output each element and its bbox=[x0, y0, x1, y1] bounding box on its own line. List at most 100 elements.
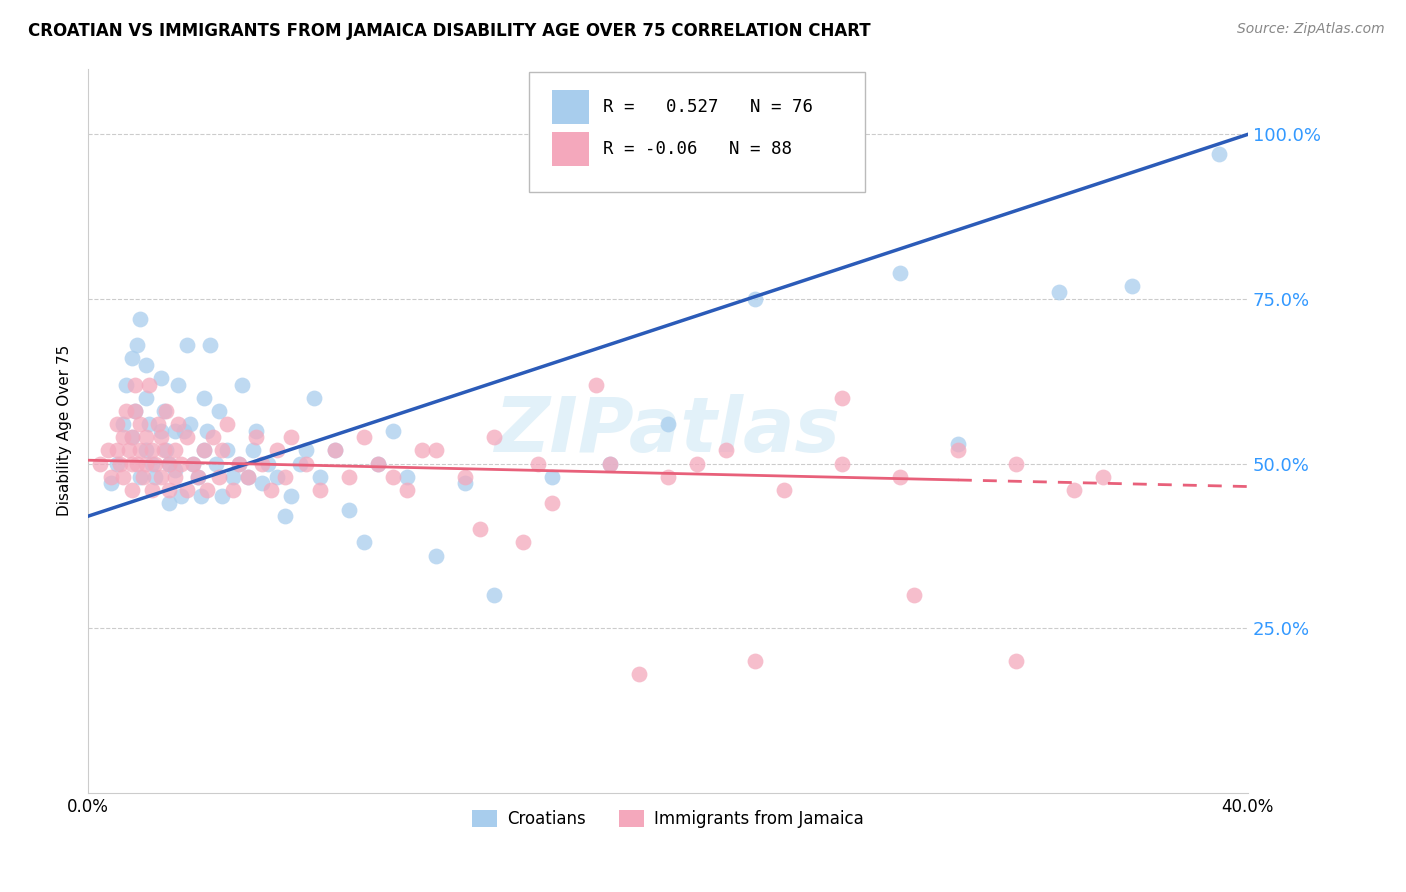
Point bbox=[129, 443, 152, 458]
Point bbox=[381, 424, 404, 438]
Point bbox=[138, 417, 160, 431]
Point bbox=[482, 588, 505, 602]
Point bbox=[138, 377, 160, 392]
Point bbox=[946, 443, 969, 458]
Text: R = -0.06   N = 88: R = -0.06 N = 88 bbox=[603, 140, 792, 158]
Point bbox=[222, 483, 245, 497]
Point bbox=[135, 457, 157, 471]
Point bbox=[831, 391, 853, 405]
Point bbox=[129, 469, 152, 483]
Point bbox=[135, 443, 157, 458]
Point bbox=[744, 292, 766, 306]
Point bbox=[97, 443, 120, 458]
Point bbox=[193, 443, 215, 458]
Point bbox=[1063, 483, 1085, 497]
Point bbox=[222, 469, 245, 483]
Bar bbox=[553, 131, 589, 166]
Point bbox=[323, 443, 346, 458]
Point bbox=[207, 469, 229, 483]
Point bbox=[1005, 654, 1028, 668]
Point bbox=[127, 338, 149, 352]
Point bbox=[152, 443, 174, 458]
Point bbox=[115, 377, 138, 392]
Text: CROATIAN VS IMMIGRANTS FROM JAMAICA DISABILITY AGE OVER 75 CORRELATION CHART: CROATIAN VS IMMIGRANTS FROM JAMAICA DISA… bbox=[28, 22, 870, 40]
Point bbox=[1121, 278, 1143, 293]
Point bbox=[257, 457, 280, 471]
Point bbox=[825, 147, 848, 161]
Point bbox=[236, 469, 259, 483]
Point bbox=[190, 490, 212, 504]
Point bbox=[211, 490, 233, 504]
Point bbox=[141, 483, 163, 497]
Text: Source: ZipAtlas.com: Source: ZipAtlas.com bbox=[1237, 22, 1385, 37]
Point bbox=[115, 404, 138, 418]
Point bbox=[193, 391, 215, 405]
Point bbox=[512, 535, 534, 549]
Point bbox=[176, 430, 198, 444]
Point bbox=[155, 404, 177, 418]
Point bbox=[309, 469, 332, 483]
Point bbox=[482, 430, 505, 444]
Point bbox=[124, 404, 146, 418]
Point bbox=[217, 417, 239, 431]
Point bbox=[204, 457, 226, 471]
Point bbox=[165, 424, 187, 438]
Point bbox=[744, 654, 766, 668]
Point bbox=[100, 476, 122, 491]
Point bbox=[1208, 147, 1230, 161]
Point bbox=[141, 457, 163, 471]
Point bbox=[454, 469, 477, 483]
Point bbox=[396, 469, 419, 483]
Point bbox=[165, 469, 187, 483]
Point bbox=[1047, 285, 1070, 300]
Point bbox=[195, 483, 218, 497]
Point bbox=[146, 417, 169, 431]
Point bbox=[425, 443, 447, 458]
Point bbox=[165, 463, 187, 477]
Point bbox=[111, 417, 134, 431]
Point bbox=[143, 469, 166, 483]
Point bbox=[266, 469, 288, 483]
Point bbox=[903, 588, 925, 602]
Point bbox=[108, 457, 131, 471]
Point bbox=[135, 358, 157, 372]
Point bbox=[187, 469, 209, 483]
Point bbox=[187, 469, 209, 483]
Point bbox=[245, 430, 267, 444]
Point bbox=[135, 391, 157, 405]
Point bbox=[211, 443, 233, 458]
Point bbox=[889, 469, 911, 483]
Point bbox=[124, 404, 146, 418]
Point bbox=[111, 469, 134, 483]
Point bbox=[323, 443, 346, 458]
Point bbox=[157, 457, 180, 471]
Point bbox=[309, 483, 332, 497]
Point bbox=[425, 549, 447, 563]
Point bbox=[411, 443, 433, 458]
Point bbox=[599, 457, 621, 471]
Point bbox=[152, 404, 174, 418]
Point bbox=[454, 476, 477, 491]
Point bbox=[294, 457, 316, 471]
Point bbox=[217, 443, 239, 458]
Point bbox=[201, 430, 224, 444]
Point bbox=[170, 457, 193, 471]
Point bbox=[105, 417, 128, 431]
Point bbox=[167, 417, 190, 431]
Bar bbox=[553, 89, 589, 124]
Point bbox=[817, 147, 839, 161]
Point bbox=[541, 496, 564, 510]
Y-axis label: Disability Age Over 75: Disability Age Over 75 bbox=[58, 345, 72, 516]
Point bbox=[157, 457, 180, 471]
Point bbox=[143, 457, 166, 471]
Legend: Croatians, Immigrants from Jamaica: Croatians, Immigrants from Jamaica bbox=[465, 804, 870, 835]
Point bbox=[1091, 469, 1114, 483]
Point bbox=[165, 443, 187, 458]
Point bbox=[288, 457, 311, 471]
Point bbox=[585, 377, 607, 392]
Point bbox=[132, 469, 155, 483]
Point bbox=[198, 338, 221, 352]
Point bbox=[149, 371, 172, 385]
Point bbox=[179, 417, 201, 431]
Point bbox=[89, 457, 111, 471]
